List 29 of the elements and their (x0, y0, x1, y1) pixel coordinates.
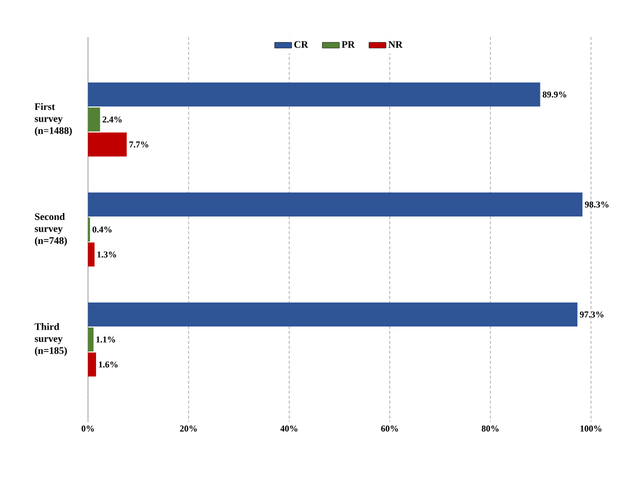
x-tick-label: 0% (82, 426, 94, 432)
bar (88, 82, 540, 106)
legend-label: NR (388, 41, 403, 48)
y-tick-label: Second survey (n=748) (34, 213, 67, 246)
legend-label: PR (342, 41, 355, 48)
data-label: 97.3% (580, 311, 604, 318)
data-label: 1.6% (98, 361, 118, 368)
x-tick-label: 60% (381, 426, 398, 432)
data-label: 1.1% (96, 336, 116, 343)
bar (88, 192, 582, 216)
bar (88, 107, 100, 132)
data-label: 7.7% (129, 141, 148, 148)
bar (88, 352, 96, 376)
bar (88, 327, 94, 352)
x-tick-label: 100% (580, 426, 602, 432)
y-tick-label: Third survey (n=185) (34, 323, 67, 356)
x-tick-label: 80% (482, 426, 499, 432)
x-tick-label: 40% (280, 426, 298, 432)
bar (88, 132, 127, 156)
bar (88, 242, 95, 266)
x-tick-label: 20% (180, 426, 197, 432)
data-label: 0.4% (92, 226, 112, 233)
y-tick-label: First survey (n=1488) (34, 103, 72, 136)
data-label: 89.9% (542, 91, 566, 98)
bar (88, 302, 578, 326)
data-label: 98.3% (584, 201, 608, 208)
data-label: 2.4% (102, 116, 122, 123)
legend-label: CR (294, 41, 308, 48)
data-label: 1.3% (97, 251, 116, 258)
